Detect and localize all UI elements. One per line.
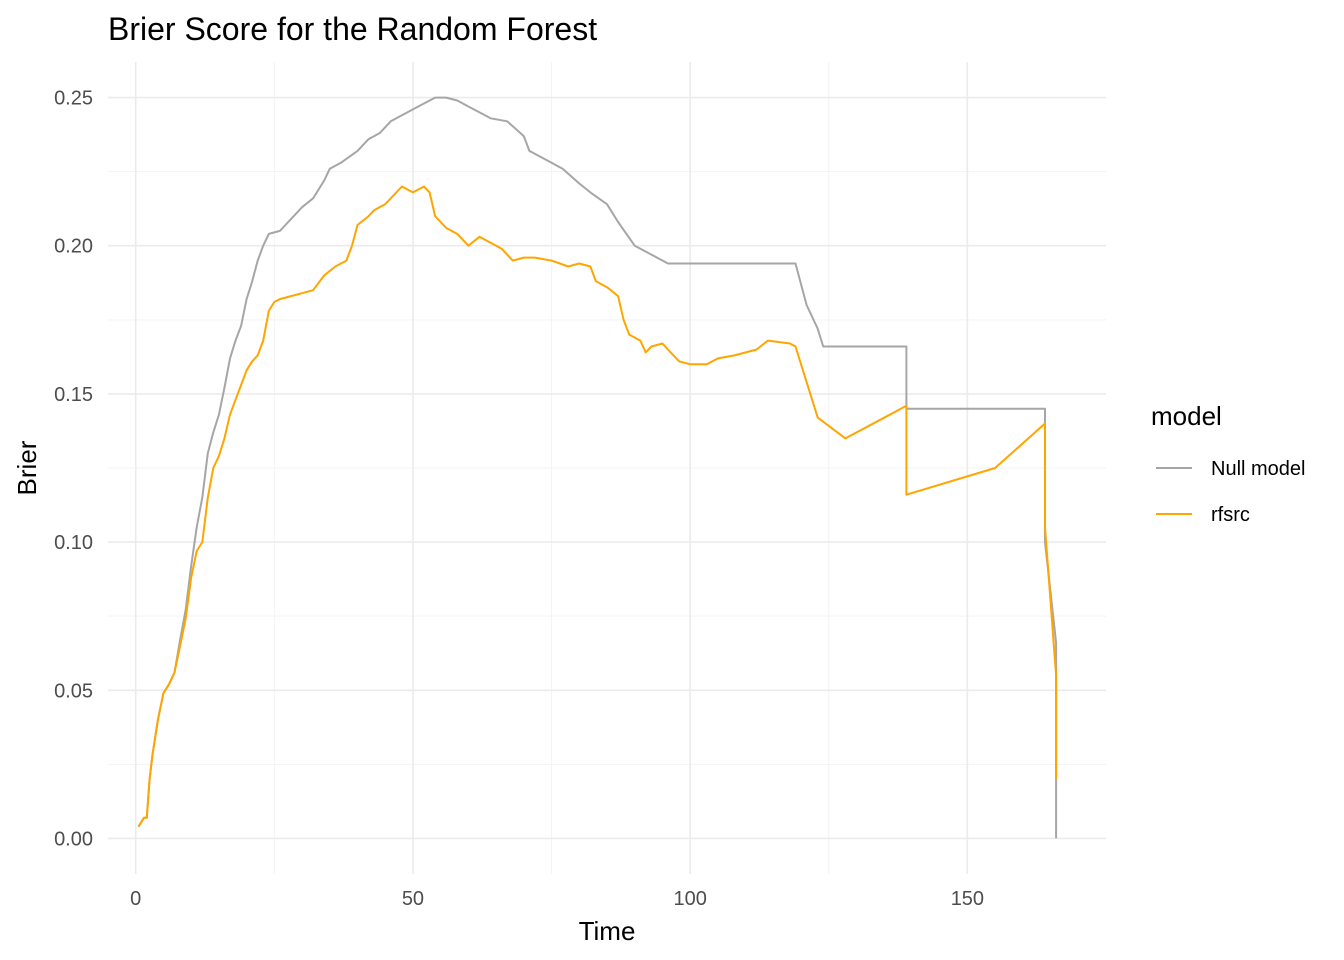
y-tick-label: 0.25 (54, 88, 93, 110)
legend: model Null model rfsrc (1151, 401, 1305, 526)
x-tick-label: 50 (402, 888, 424, 910)
legend-label: rfsrc (1211, 504, 1250, 526)
legend-label: Null model (1211, 458, 1305, 480)
chart-title: Brier Score for the Random Forest (108, 11, 597, 47)
x-axis-tick-labels: 0 50 100 150 (130, 888, 984, 910)
x-tick-label: 100 (673, 888, 706, 910)
x-tick-label: 0 (130, 888, 141, 910)
y-axis-tick-labels: 0.00 0.05 0.10 0.15 0.20 0.25 (54, 88, 93, 851)
major-gridlines (108, 62, 1106, 874)
x-axis-title: Time (579, 916, 636, 946)
y-tick-label: 0.20 (54, 236, 93, 258)
series-line-null-model (137, 96, 1058, 839)
y-tick-label: 0.05 (54, 680, 93, 702)
y-tick-label: 0.15 (54, 384, 93, 406)
legend-items: Null model rfsrc (1156, 458, 1305, 526)
series-lines (137, 96, 1058, 839)
y-axis-title: Brier (12, 440, 42, 495)
y-tick-label: 0.10 (54, 532, 93, 554)
x-tick-label: 150 (951, 888, 984, 910)
series-line-rfsrc (137, 185, 1058, 828)
y-tick-label: 0.00 (54, 828, 93, 850)
minor-gridlines (108, 62, 1106, 874)
legend-title: model (1151, 401, 1222, 431)
